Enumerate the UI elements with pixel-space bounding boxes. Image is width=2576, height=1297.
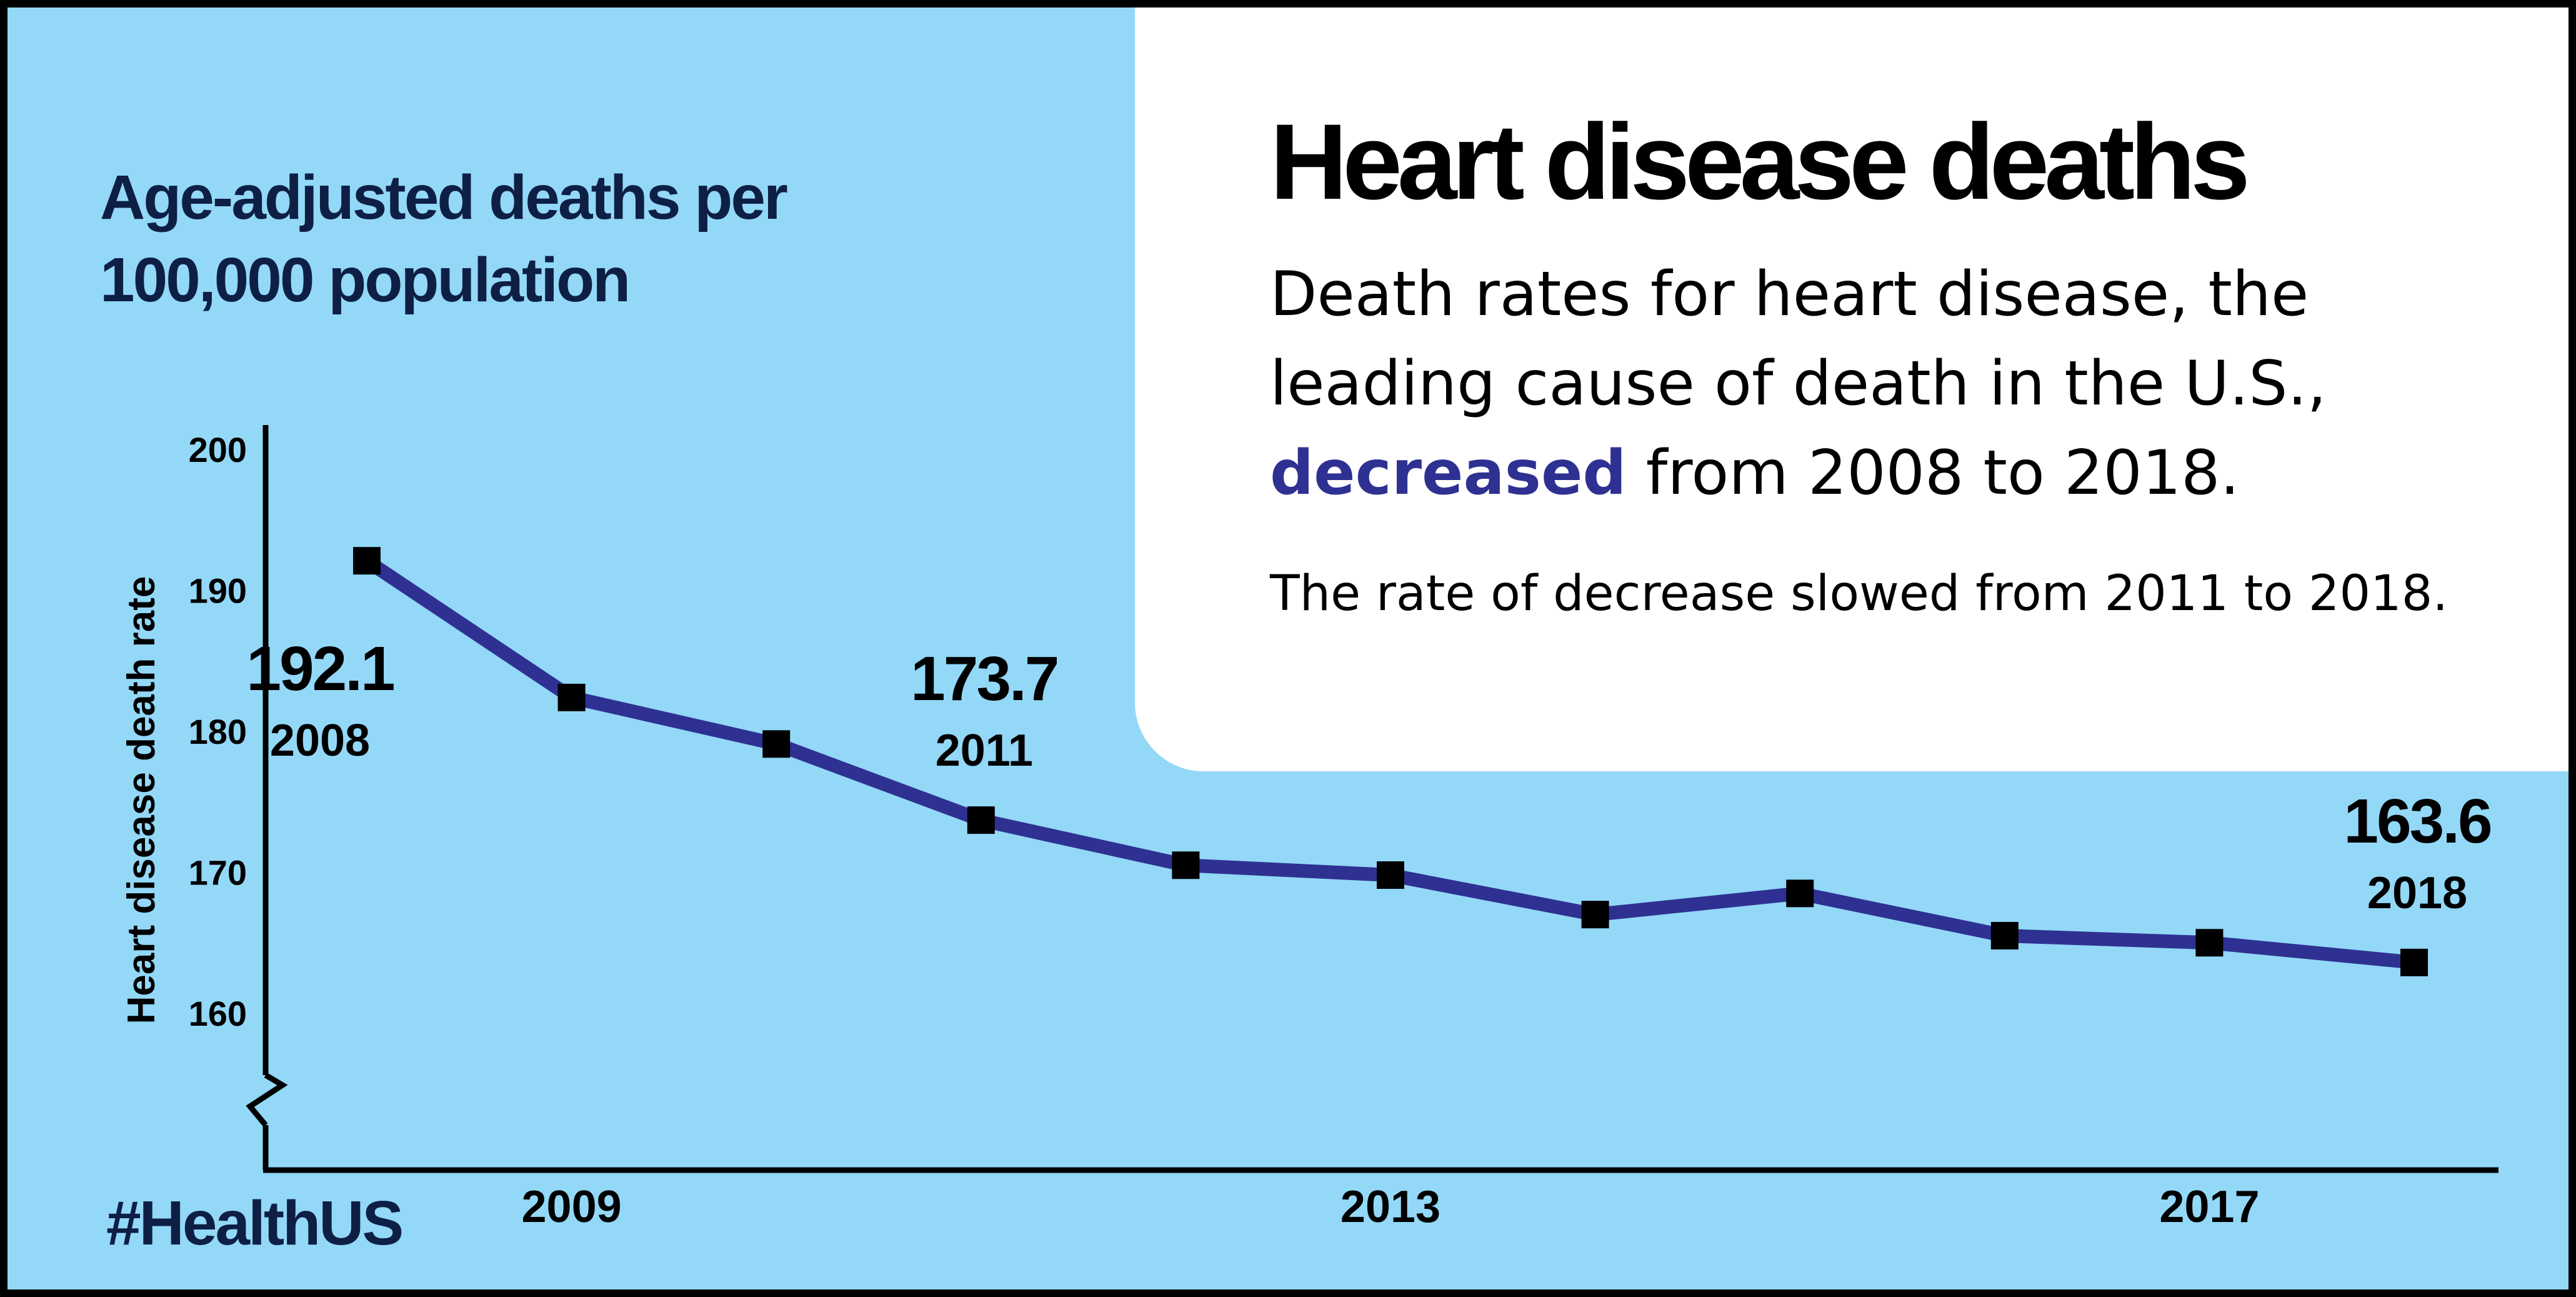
data-point-marker bbox=[967, 806, 995, 834]
y-tick-label: 180 bbox=[189, 712, 247, 751]
y-tick-label: 190 bbox=[189, 571, 247, 611]
x-tick-label: 2017 bbox=[2159, 1182, 2259, 1232]
axis-title: Age-adjusted deaths per 100,000 populati… bbox=[100, 163, 788, 315]
annotation-value: 192.1 bbox=[246, 634, 394, 704]
data-point-marker bbox=[762, 730, 791, 758]
page-title: Heart disease deaths bbox=[1270, 102, 2250, 222]
x-tick-label: 2013 bbox=[1340, 1182, 1440, 1232]
annotation-value: 163.6 bbox=[2344, 786, 2490, 856]
data-point-marker bbox=[1786, 879, 1814, 908]
note-text: The rate of decrease slowed from 2011 to… bbox=[1270, 566, 2449, 622]
chart-axes bbox=[246, 425, 2499, 1173]
series-line bbox=[360, 554, 2421, 969]
data-point-marker bbox=[1172, 851, 1200, 879]
lead-text-after: from 2008 to 2018. bbox=[1626, 438, 2240, 509]
summary-panel bbox=[1135, 8, 2569, 771]
y-tick-label: 170 bbox=[189, 853, 247, 893]
data-point-marker bbox=[1377, 861, 1404, 889]
data-point-marker bbox=[557, 683, 586, 711]
y-ticks: 200 190 180 170 160 bbox=[189, 430, 247, 1033]
lead-emphasis: decreased bbox=[1270, 438, 1627, 509]
data-point-marker bbox=[2400, 948, 2428, 976]
annotation-year: 2008 bbox=[270, 716, 370, 766]
data-point-marker bbox=[1990, 921, 2019, 949]
annotation-year: 2018 bbox=[2367, 868, 2467, 918]
x-ticks: 2009 2013 2017 bbox=[522, 1182, 2260, 1232]
lead-text-before: Death rates for heart disease, the leadi… bbox=[1270, 259, 2327, 419]
x-tick-label: 2009 bbox=[522, 1182, 622, 1232]
data-markers bbox=[353, 547, 2428, 976]
y-axis-break bbox=[246, 1073, 288, 1127]
data-point-marker bbox=[353, 547, 381, 575]
hashtag: #HealthUS bbox=[106, 1188, 404, 1258]
annotation-year: 2011 bbox=[936, 726, 1033, 776]
annotation-value: 173.7 bbox=[911, 644, 1057, 714]
lead-text: Death rates for heart disease, the leadi… bbox=[1270, 250, 2520, 518]
y-tick-label: 200 bbox=[189, 430, 247, 469]
y-axis-label: Heart disease death rate bbox=[120, 576, 163, 1024]
data-annotations: 192.1 2008 173.7 2011 163.6 2018 bbox=[246, 634, 2492, 918]
data-point-marker bbox=[2195, 929, 2224, 957]
data-point-marker bbox=[1581, 901, 1609, 929]
y-tick-label: 160 bbox=[189, 994, 247, 1033]
